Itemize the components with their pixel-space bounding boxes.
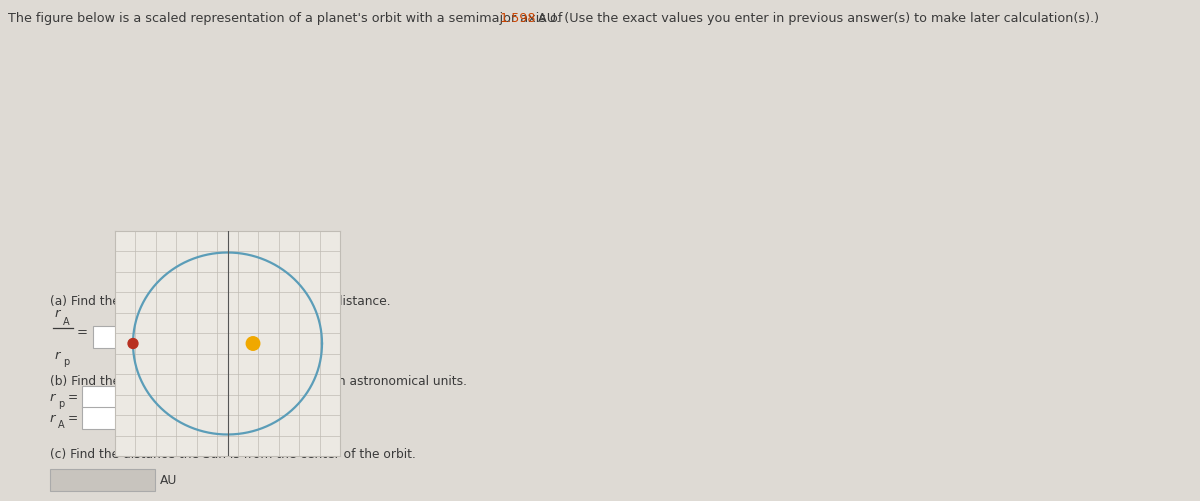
Text: =: = [68, 391, 78, 404]
Text: r: r [55, 307, 60, 319]
Text: (a) Find the ratio of the aphelion-to-perihelion distance.: (a) Find the ratio of the aphelion-to-pe… [50, 295, 391, 308]
Text: p: p [58, 398, 65, 408]
Text: A: A [58, 419, 65, 429]
Text: AU: AU [160, 473, 178, 486]
FancyBboxPatch shape [82, 407, 187, 429]
Text: (c) Find the distance the Sun is from the center of the orbit.: (c) Find the distance the Sun is from th… [50, 447, 416, 460]
Text: 1.598: 1.598 [500, 12, 536, 25]
Text: The figure below is a scaled representation of a planet's orbit with a semimajor: The figure below is a scaled representat… [8, 12, 566, 25]
Circle shape [128, 339, 138, 349]
Text: AU. (Use the exact values you enter in previous answer(s) to make later calculat: AU. (Use the exact values you enter in p… [534, 12, 1099, 25]
Text: =: = [68, 412, 78, 425]
Text: A: A [64, 316, 70, 326]
Text: r: r [55, 348, 60, 361]
FancyBboxPatch shape [94, 326, 198, 348]
Text: p: p [64, 356, 70, 366]
FancyBboxPatch shape [50, 469, 155, 491]
Text: r: r [50, 391, 55, 404]
Circle shape [246, 337, 259, 351]
FancyBboxPatch shape [82, 386, 187, 408]
Text: =: = [77, 326, 88, 339]
Text: AU: AU [192, 412, 209, 425]
Text: r: r [50, 412, 55, 425]
Text: AU: AU [192, 391, 209, 404]
Text: (b) Find the perihelion and aphelion distances in astronomical units.: (b) Find the perihelion and aphelion dis… [50, 374, 467, 387]
